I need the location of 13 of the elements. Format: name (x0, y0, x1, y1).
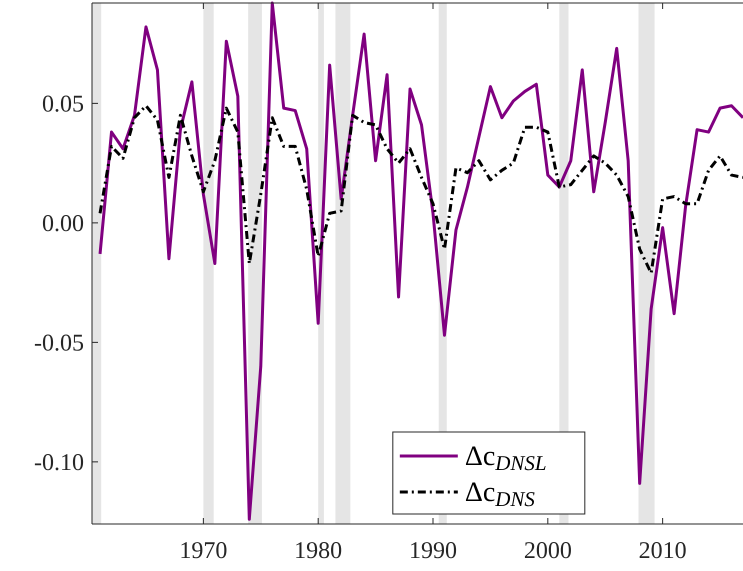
legend-label: Δc$_{DNSL}$ (464, 441, 547, 476)
y-tick-label: 0.05 (42, 91, 84, 118)
x-tick-label: 2010 (638, 538, 687, 564)
line-series (98, 2, 743, 521)
x-tick-label: 1970 (179, 538, 228, 564)
y-tick-label: 0.00 (42, 210, 84, 237)
x-tick-label: 1980 (294, 538, 342, 564)
line-series (98, 104, 743, 275)
legend-label: Δc$_{DNS}$ (464, 477, 536, 512)
y-tick-label: -0.05 (34, 330, 84, 356)
x-tick-label: 1990 (409, 538, 457, 564)
x-tick-label: 2000 (524, 538, 572, 564)
y-tick-label: -0.10 (34, 450, 84, 476)
